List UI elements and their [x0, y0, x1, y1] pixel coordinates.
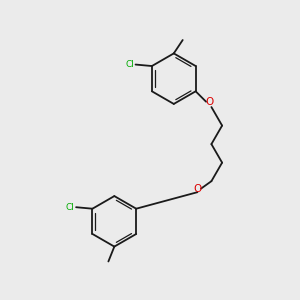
Text: Cl: Cl: [125, 60, 134, 69]
Text: Cl: Cl: [66, 203, 75, 212]
Text: O: O: [193, 184, 202, 194]
Text: O: O: [206, 97, 214, 107]
